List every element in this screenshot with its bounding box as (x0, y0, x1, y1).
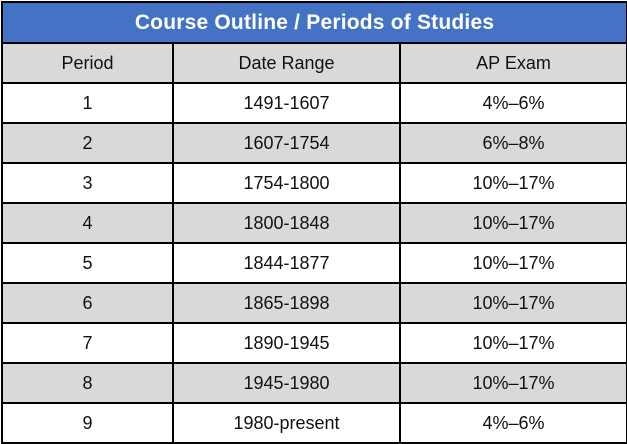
date-range-cell: 1980-present (172, 402, 401, 444)
ap-exam-cell: 4%–6% (398, 402, 627, 444)
table-row: 6 1865-1898 10%–17% (1, 282, 627, 324)
period-cell: 8 (1, 362, 174, 404)
column-header-ap-exam: AP Exam (398, 42, 627, 84)
title-row: Course Outline / Periods of Studies (0, 1, 627, 44)
ap-exam-cell: 10%–17% (398, 162, 627, 204)
ap-exam-cell: 10%–17% (398, 282, 627, 324)
ap-exam-cell: 6%–8% (398, 122, 627, 164)
date-range-cell: 1491-1607 (172, 82, 401, 124)
table-row: 2 1607-1754 6%–8% (1, 122, 627, 164)
ap-exam-cell: 10%–17% (398, 202, 627, 244)
table-row: 4 1800-1848 10%–17% (1, 202, 627, 244)
column-header-period: Period (1, 42, 174, 84)
ap-exam-cell: 10%–17% (398, 362, 627, 404)
period-cell: 3 (1, 162, 174, 204)
period-cell: 2 (1, 122, 174, 164)
date-range-cell: 1754-1800 (172, 162, 401, 204)
table-row: 1 1491-1607 4%–6% (1, 82, 627, 124)
date-range-cell: 1607-1754 (172, 122, 401, 164)
date-range-cell: 1844-1877 (172, 242, 401, 284)
ap-exam-cell: 10%–17% (398, 242, 627, 284)
period-cell: 9 (1, 402, 174, 444)
table-row: 7 1890-1945 10%–17% (1, 322, 627, 364)
column-header-date-range: Date Range (172, 42, 401, 84)
table-row: 3 1754-1800 10%–17% (1, 162, 627, 204)
period-cell: 6 (1, 282, 174, 324)
date-range-cell: 1800-1848 (172, 202, 401, 244)
table-title: Course Outline / Periods of Studies (0, 1, 627, 44)
table-row: 9 1980-present 4%–6% (1, 402, 627, 444)
date-range-cell: 1865-1898 (172, 282, 401, 324)
ap-exam-cell: 4%–6% (398, 82, 627, 124)
column-header-row: Period Date Range AP Exam (1, 42, 627, 84)
period-cell: 5 (1, 242, 174, 284)
period-cell: 1 (1, 82, 174, 124)
period-cell: 7 (1, 322, 174, 364)
date-range-cell: 1945-1980 (172, 362, 401, 404)
period-cell: 4 (1, 202, 174, 244)
ap-exam-cell: 10%–17% (398, 322, 627, 364)
table-row: 8 1945-1980 10%–17% (1, 362, 627, 404)
date-range-cell: 1890-1945 (172, 322, 401, 364)
table-row: 5 1844-1877 10%–17% (1, 242, 627, 284)
